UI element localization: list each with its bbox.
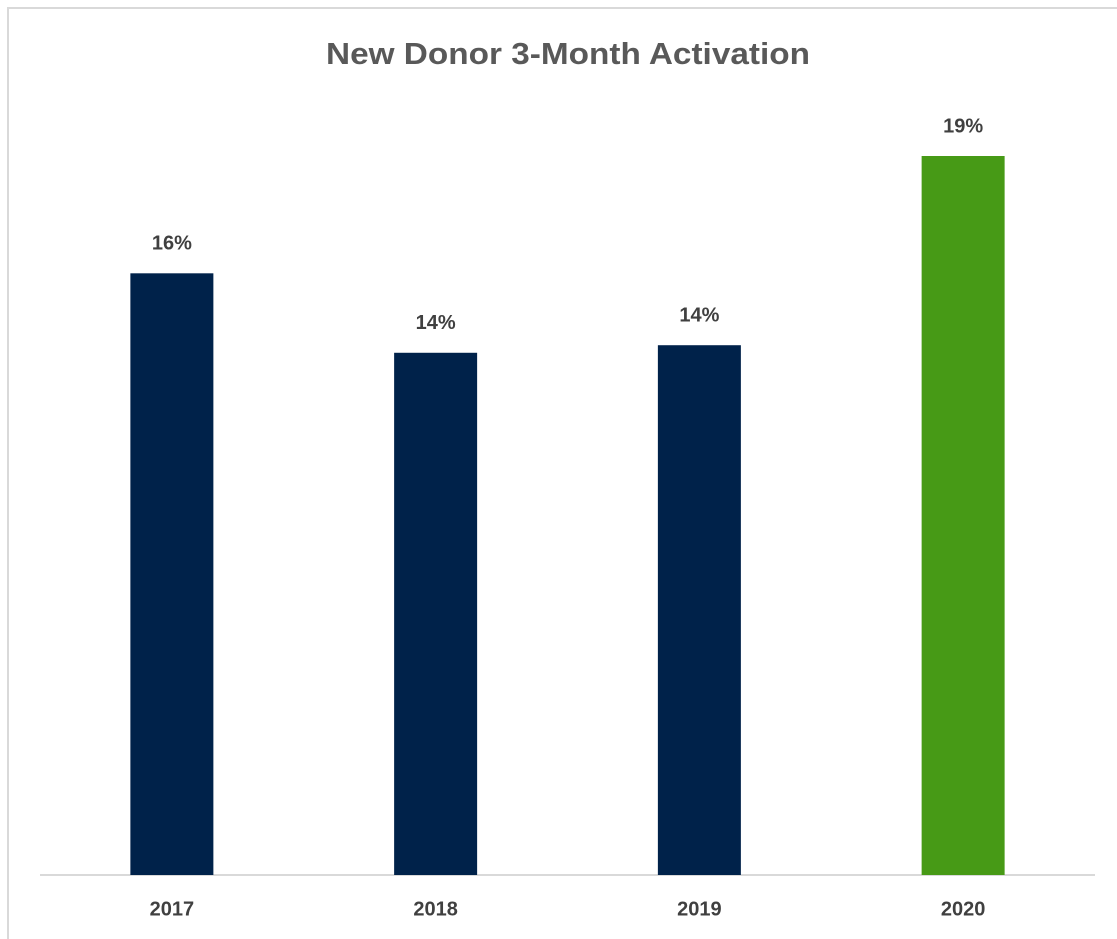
data-label: 14% (416, 312, 456, 334)
x-tick-label: 2017 (150, 898, 195, 920)
bar (657, 345, 741, 875)
bar (921, 156, 1005, 875)
x-tick-label: 2020 (941, 898, 986, 920)
bar (130, 273, 214, 875)
data-label: 16% (152, 233, 192, 255)
data-label: 14% (679, 304, 719, 326)
bar (394, 352, 478, 876)
chart-title: New Donor 3-Month Activation (326, 36, 810, 71)
data-label: 19% (943, 115, 983, 137)
x-tick-label: 2019 (677, 898, 722, 920)
x-tick-label: 2018 (413, 898, 458, 920)
